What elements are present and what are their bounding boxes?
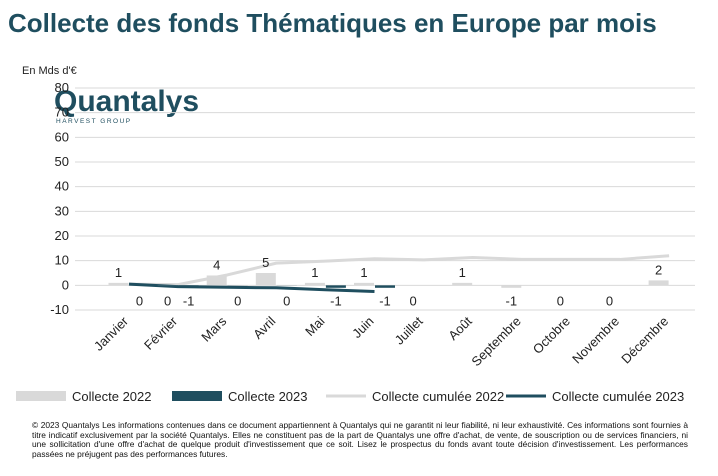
x-tick-label: Décembre (618, 314, 671, 367)
legend-label: Collecte 2022 (72, 389, 152, 404)
y-tick-label: 70 (55, 105, 69, 120)
data-label: 0 (136, 293, 143, 308)
y-tick-label: 50 (55, 154, 69, 169)
data-label: -1 (330, 293, 342, 308)
chart-title: Collecte des fonds Thématiques en Europe… (8, 8, 657, 38)
x-tick-label: Septembre (468, 314, 524, 370)
x-tick-label: Mars (198, 313, 229, 344)
x-tick-label: Juillet (392, 313, 426, 347)
data-label: 0 (606, 293, 613, 308)
bar (108, 282, 129, 286)
data-label: -1 (379, 293, 391, 308)
bar (452, 282, 473, 286)
y-tick-label: 40 (55, 179, 69, 194)
y-tick-label: 20 (55, 228, 69, 243)
data-label: 1 (115, 265, 122, 280)
x-tick-label: Mai (302, 313, 327, 338)
data-label: -1 (183, 293, 195, 308)
legend-label: Collecte cumulée 2022 (372, 389, 504, 404)
x-tick-label: Juin (349, 314, 376, 341)
y-tick-label: -10 (50, 302, 69, 317)
x-tick-label: Avril (250, 313, 278, 341)
data-label: 1 (360, 265, 367, 280)
data-label: 1 (459, 265, 466, 280)
data-label: 0 (557, 293, 564, 308)
x-tick-label: Janvier (91, 313, 132, 354)
y-tick-label: 10 (55, 253, 69, 268)
y-tick-label: 80 (55, 80, 69, 95)
bar (501, 285, 522, 288)
bar (178, 285, 199, 288)
line (128, 282, 375, 293)
x-tick-label: Août (445, 313, 475, 343)
data-label: 1 (311, 265, 318, 280)
x-tick-label: Octobre (530, 314, 573, 357)
logo-tagline: HARVEST GROUP (56, 118, 132, 125)
data-label: 4 (213, 257, 220, 272)
y-axis-label: En Mds d'€ (22, 65, 77, 77)
bar (206, 275, 227, 286)
data-label: 0 (409, 293, 416, 308)
footer: © 2023 Quantalys Les informations conten… (32, 420, 688, 459)
data-label: -1 (506, 293, 518, 308)
y-tick-label: 30 (55, 203, 69, 218)
bar (648, 280, 669, 286)
bar (255, 273, 276, 286)
bar (354, 282, 374, 286)
y-tick-label: 0 (62, 277, 69, 292)
bar (375, 285, 395, 288)
bar (304, 282, 325, 286)
data-label: 0 (234, 293, 241, 308)
x-tick-label: Novembre (569, 314, 622, 367)
data-label: 2 (655, 262, 662, 277)
data-label: 5 (262, 255, 269, 270)
data-label: 0 (283, 293, 290, 308)
legend-swatch (16, 391, 66, 401)
bar (325, 285, 346, 288)
y-tick-label: 60 (55, 129, 69, 144)
x-tick-label: Février (141, 313, 181, 353)
data-label: 0 (164, 293, 171, 308)
legend-swatch (172, 391, 222, 401)
legend-label: Collecte 2023 (228, 389, 308, 404)
legend-label: Collecte cumulée 2023 (552, 389, 684, 404)
